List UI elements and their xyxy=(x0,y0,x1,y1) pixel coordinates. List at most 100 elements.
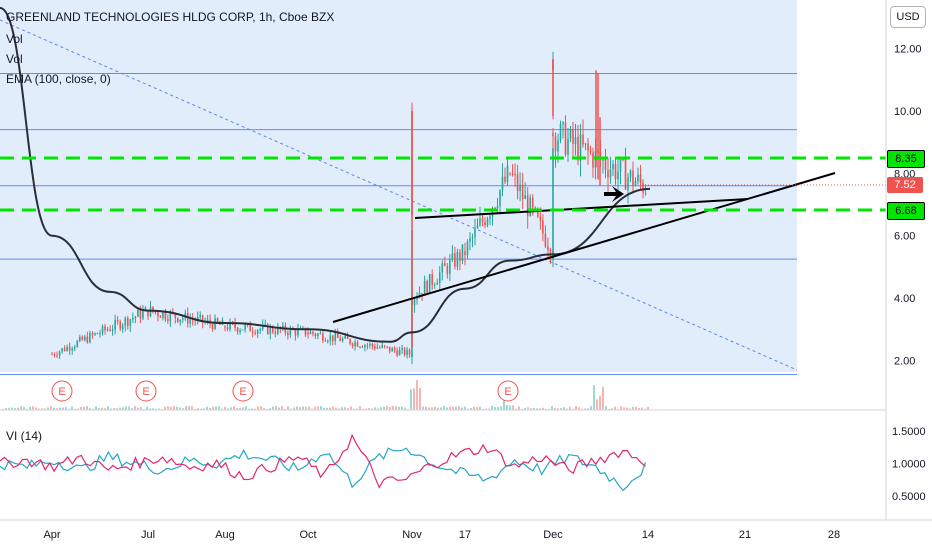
volume-bar xyxy=(83,406,85,410)
candle-body xyxy=(194,320,196,322)
volume-bar xyxy=(137,407,139,410)
earnings-marker-label: E xyxy=(504,386,511,398)
candle-body xyxy=(379,347,381,349)
candle-body xyxy=(346,335,349,339)
candle-body xyxy=(307,332,309,335)
volume-bar xyxy=(59,407,61,410)
volume-bar xyxy=(2,408,4,410)
candle-body xyxy=(637,174,639,182)
volume-bar xyxy=(497,407,499,410)
candle-body xyxy=(383,345,386,347)
volume-bar xyxy=(203,408,205,410)
candle-body xyxy=(329,335,332,341)
volume-bar xyxy=(638,407,640,410)
volume-bar xyxy=(551,406,553,410)
volume-bar xyxy=(317,406,319,410)
volume-bar xyxy=(368,408,370,410)
candle-body xyxy=(312,331,314,334)
volume-bar xyxy=(263,408,265,410)
candle-body xyxy=(239,330,241,332)
volume-bar xyxy=(377,408,379,410)
rising-trendline[interactable] xyxy=(332,172,836,323)
volume-bar xyxy=(5,408,7,410)
candle-body xyxy=(529,197,532,216)
volume-bar xyxy=(77,408,79,410)
candle-body xyxy=(147,310,149,317)
volume-bar xyxy=(188,406,190,410)
candle-body xyxy=(574,137,577,145)
volume-bar xyxy=(164,406,166,410)
candle-body xyxy=(544,233,547,247)
volume-bar xyxy=(467,408,469,410)
indicator-ema[interactable]: EMA (100, close, 0) xyxy=(6,72,111,86)
volume-bar xyxy=(149,408,151,410)
volume-bar xyxy=(494,407,496,410)
descending-trendline[interactable] xyxy=(0,19,798,371)
candle-body xyxy=(364,345,366,348)
candle-body xyxy=(509,173,511,175)
volume-bar xyxy=(563,407,565,410)
volume-bar xyxy=(161,408,163,410)
volume-bar xyxy=(158,408,160,410)
volume-bar xyxy=(599,396,601,410)
indicator-vol-2[interactable]: Vol xyxy=(6,52,23,66)
time-axis[interactable]: Apr Jul Aug Oct Nov 17 Dec 14 21 28 xyxy=(43,529,840,541)
volume-bar xyxy=(530,408,532,410)
volume-bar xyxy=(338,408,340,410)
candle-body xyxy=(519,184,521,192)
candle-body xyxy=(344,335,346,339)
candle-body xyxy=(464,251,466,256)
volume-bar xyxy=(302,406,304,410)
candle-body xyxy=(361,346,364,348)
ema-line[interactable] xyxy=(0,6,651,343)
volume-bar xyxy=(434,406,436,410)
candle-body xyxy=(376,347,379,349)
volume-bar xyxy=(410,389,412,410)
volume-bar xyxy=(224,406,226,410)
volume-bar xyxy=(98,407,100,410)
candle-body xyxy=(391,348,393,352)
symbol-title: GREENLAND TECHNOLOGIES HLDG CORP, 1h, Cb… xyxy=(6,10,335,24)
time-tick-label: Aug xyxy=(215,529,235,541)
volume-bar xyxy=(431,407,433,410)
price-tick-label: 2.00 xyxy=(894,356,915,368)
candle-body xyxy=(216,318,219,323)
volume-bar xyxy=(404,407,406,410)
candle-body xyxy=(106,329,109,331)
candle-body xyxy=(554,136,557,152)
vi-title[interactable]: VI (14) xyxy=(6,429,43,443)
volume-bar xyxy=(491,406,493,410)
volume-bar xyxy=(452,406,454,410)
volume-bar xyxy=(485,408,487,410)
volume-bar xyxy=(602,386,604,410)
candle-body xyxy=(644,192,647,194)
volume-bar xyxy=(80,406,82,410)
indicator-vol-1[interactable]: Vol xyxy=(6,32,23,46)
volume-bar xyxy=(554,407,556,410)
volume-bar xyxy=(131,408,133,410)
candle-body xyxy=(629,170,632,178)
candle-body xyxy=(356,341,359,347)
arrow-right-icon xyxy=(604,186,624,202)
volume-bar xyxy=(227,408,229,410)
candle-body xyxy=(577,137,579,161)
candle-body xyxy=(619,159,622,172)
vi-axis[interactable]: 0.5000 1.0000 1.5000 xyxy=(892,426,926,503)
vi-series-line xyxy=(0,433,646,489)
candle-body xyxy=(471,236,474,239)
currency-button[interactable]: USD xyxy=(890,6,926,28)
candle-body xyxy=(324,340,327,342)
volume-bar xyxy=(458,406,460,410)
candle-body xyxy=(244,324,246,330)
volume-bar xyxy=(611,408,613,410)
volume-bar xyxy=(191,406,193,410)
candle-body xyxy=(297,328,299,336)
volume-bar xyxy=(440,407,442,410)
volume-bar xyxy=(476,406,478,410)
volume-bar xyxy=(239,407,241,410)
vi-tick-label: 0.5000 xyxy=(892,491,926,503)
candle-body xyxy=(614,164,617,180)
volume-bar xyxy=(53,407,55,410)
volume-bar xyxy=(470,407,472,410)
